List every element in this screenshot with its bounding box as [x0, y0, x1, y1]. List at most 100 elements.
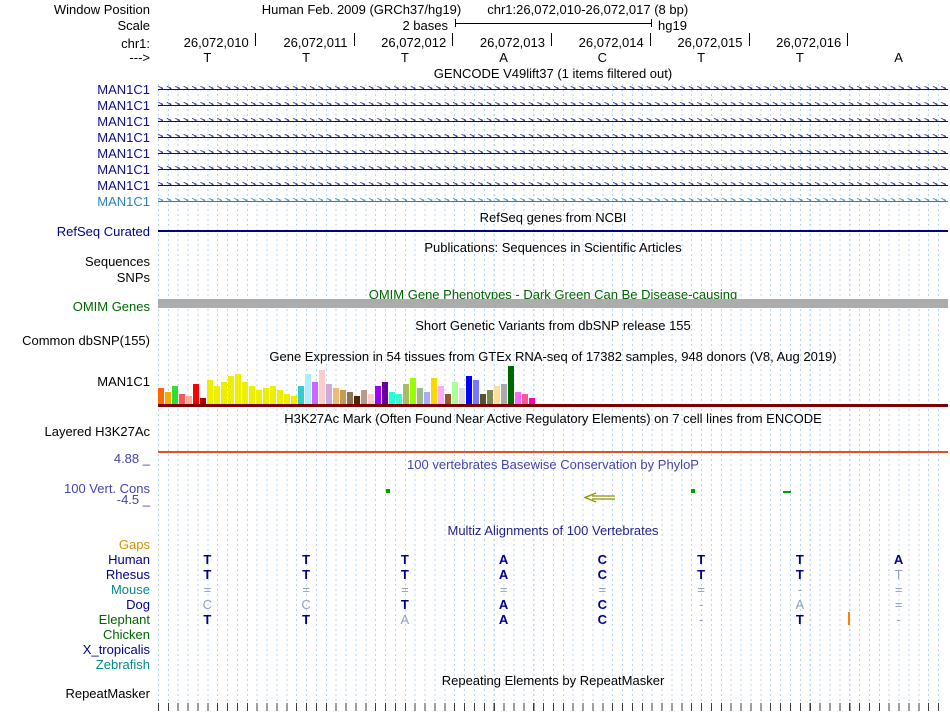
alignment-row[interactable]: Rhesus T T T A C T T T — [0, 567, 950, 582]
gencode-track[interactable]: MAN1C1 >>>>>>>>>>>>>>>>>>>>>>>>>>>>>>>>>>… — [0, 81, 950, 209]
gene-label[interactable]: MAN1C1 — [97, 114, 150, 129]
alignment-row[interactable]: Gaps — [0, 537, 950, 552]
conservation-label[interactable]: 100 Vert. Cons — [64, 481, 150, 496]
gene-arrow-line[interactable]: >>>>>>>>>>>>>>>>>>>>>>>>>>>>>>>>>>>>>>>>… — [158, 193, 948, 209]
ruler-tick — [649, 33, 651, 46]
alignment-row[interactable]: X_tropicalis — [0, 642, 950, 657]
alignment-cell: T — [400, 552, 409, 567]
gtex-expression-bar — [235, 374, 241, 404]
gtex-gene-label[interactable]: MAN1C1 — [97, 374, 150, 389]
gene-label[interactable]: MAN1C1 — [97, 178, 150, 193]
gene-row[interactable]: MAN1C1 >>>>>>>>>>>>>>>>>>>>>>>>>>>>>>>>>>… — [0, 177, 950, 193]
ruler-tick — [748, 33, 750, 46]
track-title-gencode[interactable]: GENCODE V49lift37 (1 items filtered out) — [433, 66, 673, 81]
gene-row[interactable]: MAN1C1 >>>>>>>>>>>>>>>>>>>>>>>>>>>>>>>>>>… — [0, 97, 950, 113]
ruler-coordinate: 26,072,013 — [479, 35, 545, 50]
gene-label[interactable]: MAN1C1 — [97, 130, 150, 145]
ruler-coordinate: 26,072,016 — [776, 35, 842, 50]
gene-arrow-line[interactable]: >>>>>>>>>>>>>>>>>>>>>>>>>>>>>>>>>>>>>>>>… — [158, 145, 948, 161]
alignment-cell: - — [896, 612, 901, 627]
alignment-cell: = — [499, 582, 508, 597]
species-label[interactable]: Human — [108, 552, 150, 567]
track-title-publications[interactable]: Publications: Sequences in Scientific Ar… — [424, 240, 682, 255]
gtex-expression-bar — [207, 380, 213, 404]
species-label[interactable]: X_tropicalis — [82, 642, 150, 657]
gene-arrow-line[interactable]: >>>>>>>>>>>>>>>>>>>>>>>>>>>>>>>>>>>>>>>>… — [158, 97, 948, 113]
track-title-multiz[interactable]: Multiz Alignments of 100 Vertebrates — [447, 523, 659, 538]
h3k27ac-label[interactable]: Layered H3K27Ac — [44, 424, 150, 439]
gene-label[interactable]: MAN1C1 — [97, 146, 150, 161]
alignment-cell: T — [400, 567, 409, 582]
gene-row[interactable]: MAN1C1 >>>>>>>>>>>>>>>>>>>>>>>>>>>>>>>>>>… — [0, 129, 950, 145]
gene-arrow-line[interactable]: >>>>>>>>>>>>>>>>>>>>>>>>>>>>>>>>>>>>>>>>… — [158, 177, 948, 193]
snps-label[interactable]: SNPs — [116, 270, 150, 285]
gene-line — [158, 169, 948, 170]
track-title-repeatmasker[interactable]: Repeating Elements by RepeatMasker — [441, 673, 665, 688]
gtex-expression-bar — [473, 380, 479, 404]
species-label[interactable]: Elephant — [98, 612, 150, 627]
alignment-row[interactable]: Elephant T T A A C - T - — [0, 612, 950, 627]
window-position-label: Window Position — [53, 2, 150, 17]
gtex-expression-bar — [312, 382, 318, 404]
gene-arrow-line[interactable]: >>>>>>>>>>>>>>>>>>>>>>>>>>>>>>>>>>>>>>>>… — [158, 113, 948, 129]
gene-label[interactable]: MAN1C1 — [97, 162, 150, 177]
track-title-h3k27ac[interactable]: H3K27Ac Mark (Often Found Near Active Re… — [284, 411, 822, 426]
species-label[interactable]: Mouse — [110, 582, 150, 597]
strand-base: T — [203, 50, 212, 65]
gtex-expression-bar — [298, 386, 304, 404]
omim-gene-bar[interactable] — [158, 299, 948, 308]
refseq-curated-label[interactable]: RefSeq Curated — [56, 224, 150, 239]
h3k27ac-baseline — [158, 451, 948, 453]
gene-row[interactable]: MAN1C1 >>>>>>>>>>>>>>>>>>>>>>>>>>>>>>>>>>… — [0, 81, 950, 97]
gtex-expression-bar — [193, 384, 199, 404]
alignment-row[interactable]: Zebrafish — [0, 657, 950, 672]
alignment-cell: A — [498, 597, 509, 612]
gene-arrow-line[interactable]: >>>>>>>>>>>>>>>>>>>>>>>>>>>>>>>>>>>>>>>>… — [158, 129, 948, 145]
species-label[interactable]: Rhesus — [105, 567, 150, 582]
track-title-phylop[interactable]: 100 vertebrates Basewise Conservation by… — [407, 457, 699, 472]
alignment-cell: - — [698, 612, 704, 627]
alignment-cell: T — [302, 567, 311, 582]
alignment-cell: C — [597, 597, 608, 612]
dbsnp-label[interactable]: Common dbSNP(155) — [22, 333, 150, 348]
alignment-cell: T — [400, 597, 409, 612]
gtex-bar-chart[interactable] — [158, 366, 536, 404]
alignment-row[interactable]: Mouse = = = = = = - = — [0, 582, 950, 597]
track-title-omim[interactable]: OMIM Gene Phenotypes - Dark Green Can Be… — [368, 287, 738, 302]
alignment-cells — [158, 657, 948, 672]
gene-row[interactable]: MAN1C1 >>>>>>>>>>>>>>>>>>>>>>>>>>>>>>>>>>… — [0, 113, 950, 129]
gene-arrows: >>>>>>>>>>>>>>>>>>>>>>>>>>>>>>>>>>>>>>>>… — [158, 165, 948, 174]
gene-row[interactable]: MAN1C1 >>>>>>>>>>>>>>>>>>>>>>>>>>>>>>>>>>… — [0, 161, 950, 177]
sequences-label[interactable]: Sequences — [84, 254, 150, 269]
gene-label[interactable]: MAN1C1 — [97, 194, 150, 209]
species-label[interactable]: Dog — [126, 597, 150, 612]
track-title-gtex[interactable]: Gene Expression in 54 tissues from GTEx … — [269, 349, 837, 364]
track-title-refseq[interactable]: RefSeq genes from NCBI — [479, 210, 627, 225]
species-label[interactable]: Zebrafish — [95, 657, 150, 672]
repeatmasker-label[interactable]: RepeatMasker — [65, 686, 150, 701]
gene-row[interactable]: MAN1C1 >>>>>>>>>>>>>>>>>>>>>>>>>>>>>>>>>>… — [0, 145, 950, 161]
gene-label[interactable]: MAN1C1 — [97, 98, 150, 113]
gene-row[interactable]: MAN1C1 >>>>>>>>>>>>>>>>>>>>>>>>>>>>>>>>>>… — [0, 193, 950, 209]
omim-genes-label[interactable]: OMIM Genes — [72, 299, 150, 314]
alignment-row[interactable]: Dog C C T A C - A = — [0, 597, 950, 612]
strand-base: C — [597, 50, 608, 65]
phylop-min-label: -4.5 _ — [116, 492, 150, 507]
alignment-row[interactable]: Chicken — [0, 627, 950, 642]
ruler-tick — [353, 33, 355, 46]
alignment-row[interactable]: Human T T T A C T T A — [0, 552, 950, 567]
multiz-track[interactable]: Gaps Human T T T A C T T A Rhesus T T T A C T T T Mouse = = = =… — [0, 537, 950, 672]
gtex-expression-bar — [375, 386, 381, 404]
gtex-expression-bar — [249, 386, 255, 404]
species-label[interactable]: Gaps — [118, 537, 150, 552]
alignment-cell: T — [894, 567, 903, 582]
phylop-max-label: 4.88 _ — [113, 451, 150, 466]
refseq-track-line[interactable] — [158, 230, 948, 232]
gene-label[interactable]: MAN1C1 — [97, 82, 150, 97]
gtex-expression-bar — [291, 396, 297, 404]
gene-arrow-line[interactable]: >>>>>>>>>>>>>>>>>>>>>>>>>>>>>>>>>>>>>>>>… — [158, 161, 948, 177]
species-label[interactable]: Chicken — [103, 627, 150, 642]
track-title-dbsnp[interactable]: Short Genetic Variants from dbSNP releas… — [415, 318, 691, 333]
gene-arrow-line[interactable]: >>>>>>>>>>>>>>>>>>>>>>>>>>>>>>>>>>>>>>>>… — [158, 81, 948, 97]
